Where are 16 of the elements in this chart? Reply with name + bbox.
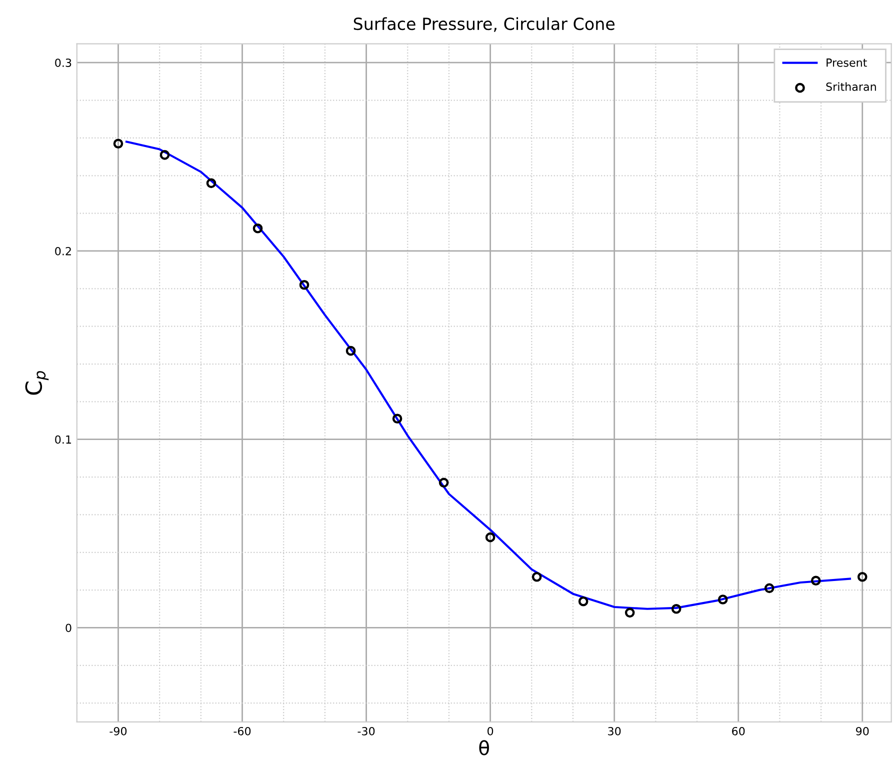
y-axis-title: C$_{p}$ xyxy=(25,371,49,395)
chart-title: Surface Pressure, Circular Cone xyxy=(354,17,615,32)
x-tick-label: 90 xyxy=(856,726,869,736)
y-tick-label: 0.2 xyxy=(55,246,71,256)
x-axis-title: θ xyxy=(479,740,489,756)
x-tick-label: 30 xyxy=(608,726,621,736)
legend-label: Sritharan xyxy=(826,82,876,91)
y-tick-label: 0.3 xyxy=(55,58,72,67)
y-tick-label: 0.1 xyxy=(55,435,71,444)
y-tick-label: 0 xyxy=(66,624,72,632)
x-tick-label: 0 xyxy=(488,726,494,736)
x-tick-label: 60 xyxy=(732,726,745,736)
x-tick-label: -30 xyxy=(358,726,375,736)
x-tick-label: -60 xyxy=(234,726,251,736)
legend-label: Present xyxy=(826,58,867,67)
x-tick-label: -90 xyxy=(110,726,127,736)
